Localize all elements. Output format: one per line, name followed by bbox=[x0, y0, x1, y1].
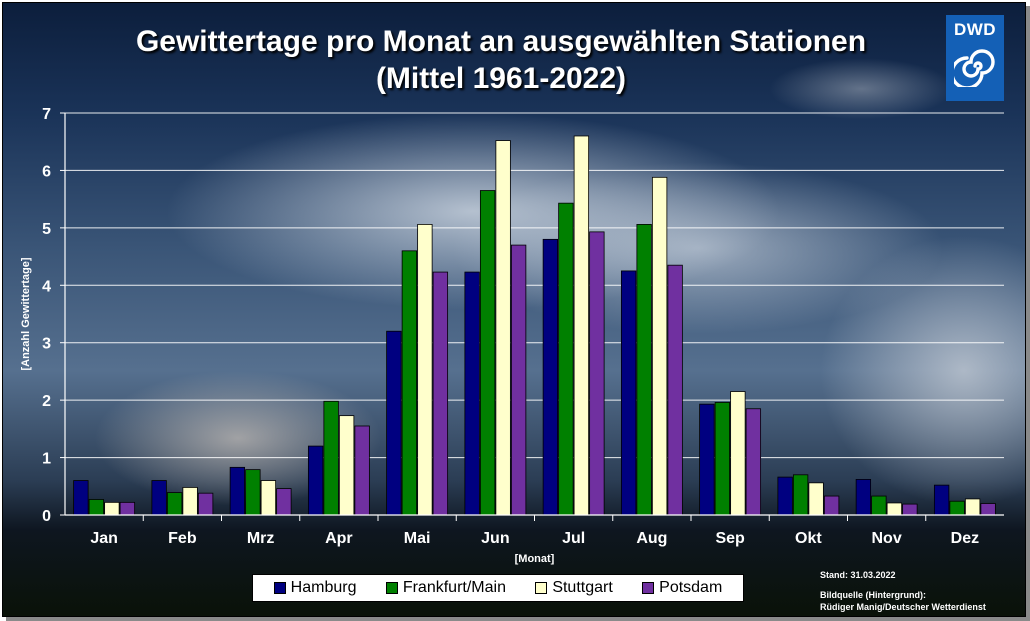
x-tick-label: Mrz bbox=[247, 530, 275, 547]
bar-potsdam bbox=[902, 503, 918, 516]
bar-hamburg bbox=[386, 330, 402, 516]
bar-hamburg bbox=[151, 480, 167, 516]
x-tick-label: Mai bbox=[404, 530, 431, 547]
bar-stuttgart bbox=[730, 391, 746, 516]
bar-stuttgart bbox=[260, 480, 277, 516]
legend-label: Potsdam bbox=[659, 579, 723, 596]
bar-frankfurt-main bbox=[401, 250, 418, 516]
legend-swatch bbox=[273, 582, 286, 594]
stand-date: Stand: 31.03.2022 bbox=[820, 570, 896, 580]
bar-hamburg bbox=[855, 478, 872, 516]
bar-potsdam bbox=[510, 244, 527, 516]
x-tick-label: Jul bbox=[562, 530, 585, 547]
bar-frankfurt-main bbox=[714, 402, 731, 516]
bar-frankfurt-main bbox=[245, 469, 261, 516]
legend-label: Frankfurt/Main bbox=[402, 579, 506, 596]
legend-item: Potsdam bbox=[642, 579, 722, 597]
x-tick-label: Nov bbox=[872, 530, 902, 547]
bar-frankfurt-main bbox=[479, 190, 496, 516]
bar-potsdam bbox=[432, 271, 449, 516]
bar-stuttgart bbox=[651, 176, 668, 516]
bar-frankfurt-main bbox=[166, 492, 183, 516]
bar-stuttgart bbox=[964, 498, 981, 516]
bar-potsdam bbox=[823, 495, 840, 516]
y-axis-label: [Anzahl Gewittertage] bbox=[20, 257, 32, 370]
image-source-line-1: Bildquelle (Hintergrund): bbox=[820, 590, 926, 600]
y-tick-label: 3 bbox=[42, 336, 51, 353]
bar-frankfurt-main bbox=[949, 500, 965, 516]
bar-frankfurt-main bbox=[792, 474, 809, 516]
legend-swatch bbox=[535, 582, 548, 594]
bar-hamburg bbox=[933, 484, 950, 516]
bar-frankfurt-main bbox=[88, 499, 105, 516]
x-axis-label: [Monat] bbox=[515, 553, 555, 565]
x-tick-label: Aug bbox=[636, 530, 667, 547]
bar-potsdam bbox=[354, 425, 370, 516]
bar-hamburg bbox=[229, 466, 246, 516]
bar-frankfurt-main bbox=[636, 224, 652, 516]
bar-hamburg bbox=[542, 238, 559, 516]
legend-label: Stuttgart bbox=[552, 579, 613, 596]
bar-potsdam bbox=[119, 501, 136, 516]
legend-item: Hamburg bbox=[273, 579, 357, 597]
chart-subtitle: (Mittel 1961-2022) bbox=[375, 62, 627, 95]
y-tick-label: 2 bbox=[42, 393, 51, 410]
bar-stuttgart bbox=[573, 135, 590, 516]
bar-potsdam bbox=[589, 231, 605, 516]
bar-stuttgart bbox=[886, 502, 903, 516]
x-tick-label: Feb bbox=[168, 530, 197, 547]
bar-stuttgart bbox=[808, 482, 824, 516]
bar-potsdam bbox=[980, 503, 996, 516]
chart-title: Gewittertage pro Monat an ausgewählten S… bbox=[135, 25, 867, 58]
bar-frankfurt-main bbox=[871, 495, 887, 516]
bar-stuttgart bbox=[182, 487, 198, 516]
y-tick-label: 7 bbox=[42, 106, 51, 123]
x-tick-label: Jan bbox=[90, 530, 118, 547]
bar-potsdam bbox=[197, 492, 214, 516]
legend-item: Frankfurt/Main bbox=[385, 579, 506, 597]
dwd-logo: DWD bbox=[946, 15, 1004, 101]
bar-hamburg bbox=[464, 271, 480, 516]
bar-stuttgart bbox=[495, 140, 511, 516]
bar-hamburg bbox=[307, 445, 324, 516]
legend-swatch bbox=[642, 582, 655, 594]
bar-hamburg bbox=[73, 480, 89, 516]
bar-hamburg bbox=[777, 476, 793, 516]
swirl-icon bbox=[954, 49, 995, 87]
y-tick-label: 4 bbox=[42, 278, 51, 295]
image-source-note: Bildquelle (Hintergrund): Rüdiger Manig/… bbox=[820, 589, 986, 613]
y-tick-label: 1 bbox=[42, 451, 51, 468]
x-tick-label: Okt bbox=[795, 530, 822, 547]
x-tick-label: Jun bbox=[481, 530, 509, 547]
legend-swatch bbox=[385, 582, 398, 594]
bar-hamburg bbox=[699, 403, 715, 516]
x-tick-label: Dez bbox=[951, 530, 979, 547]
bar-potsdam bbox=[745, 408, 762, 516]
bar-hamburg bbox=[620, 270, 637, 516]
chart-title-block: Gewittertage pro Monat an ausgewählten S… bbox=[3, 23, 999, 97]
bar-frankfurt-main bbox=[558, 202, 574, 516]
bar-stuttgart bbox=[417, 224, 433, 516]
bar-stuttgart bbox=[104, 501, 120, 516]
logo-text: DWD bbox=[953, 20, 997, 39]
bar-frankfurt-main bbox=[323, 400, 339, 516]
legend-item: Stuttgart bbox=[535, 579, 613, 597]
x-tick-label: Sep bbox=[715, 530, 745, 547]
chart-plot: 0 1 2 3 4 5 6 7 Jan Feb Mrz Apr Mai Jun Jul Aug Sep Okt No… bbox=[20, 106, 1004, 565]
bar-potsdam bbox=[667, 264, 683, 516]
x-tick-label: Apr bbox=[325, 530, 353, 547]
image-source-line-2: Rüdiger Manig/Deutscher Wetterdienst bbox=[820, 602, 986, 612]
legend-label: Hamburg bbox=[290, 579, 357, 596]
y-tick-label: 0 bbox=[42, 508, 51, 525]
y-tick-label: 6 bbox=[42, 163, 51, 180]
bar-stuttgart bbox=[338, 415, 355, 516]
chart-legend: Hamburg Frankfurt/Main Stuttgart Potsdam bbox=[252, 574, 744, 602]
bar-potsdam bbox=[276, 488, 292, 516]
y-tick-label: 5 bbox=[42, 221, 51, 238]
